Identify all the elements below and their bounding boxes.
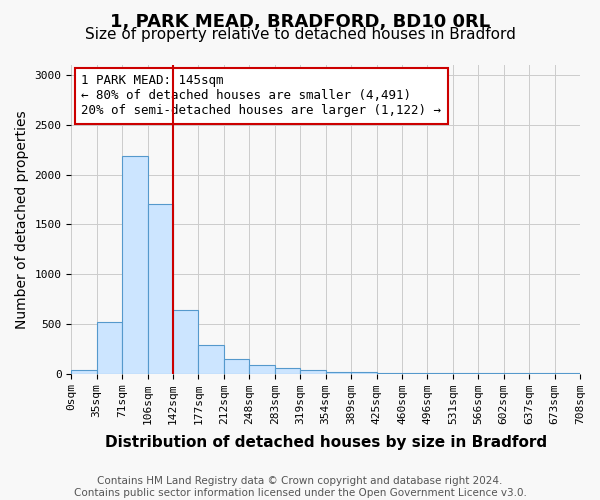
Bar (275, 368, 300, 374)
Text: Size of property relative to detached houses in Bradford: Size of property relative to detached ho… (85, 28, 515, 42)
Bar (300, 370, 326, 374)
Text: Contains HM Land Registry data © Crown copyright and database right 2024.
Contai: Contains HM Land Registry data © Crown c… (74, 476, 526, 498)
Bar (250, 364, 275, 374)
Text: 1 PARK MEAD: 145sqm
← 80% of detached houses are smaller (4,491)
20% of semi-det: 1 PARK MEAD: 145sqm ← 80% of detached ho… (82, 74, 442, 118)
Y-axis label: Number of detached properties: Number of detached properties (15, 110, 29, 328)
X-axis label: Distribution of detached houses by size in Bradford: Distribution of detached houses by size … (104, 435, 547, 450)
Bar (122, 156, 148, 374)
Bar (224, 359, 250, 374)
Bar (173, 310, 199, 374)
Bar (148, 204, 173, 374)
Bar (351, 372, 377, 374)
Bar (199, 346, 224, 374)
Text: 1, PARK MEAD, BRADFORD, BD10 0RL: 1, PARK MEAD, BRADFORD, BD10 0RL (110, 12, 490, 30)
Bar (71, 370, 97, 374)
Bar (97, 322, 122, 374)
Bar (326, 372, 351, 374)
Bar (377, 372, 402, 374)
